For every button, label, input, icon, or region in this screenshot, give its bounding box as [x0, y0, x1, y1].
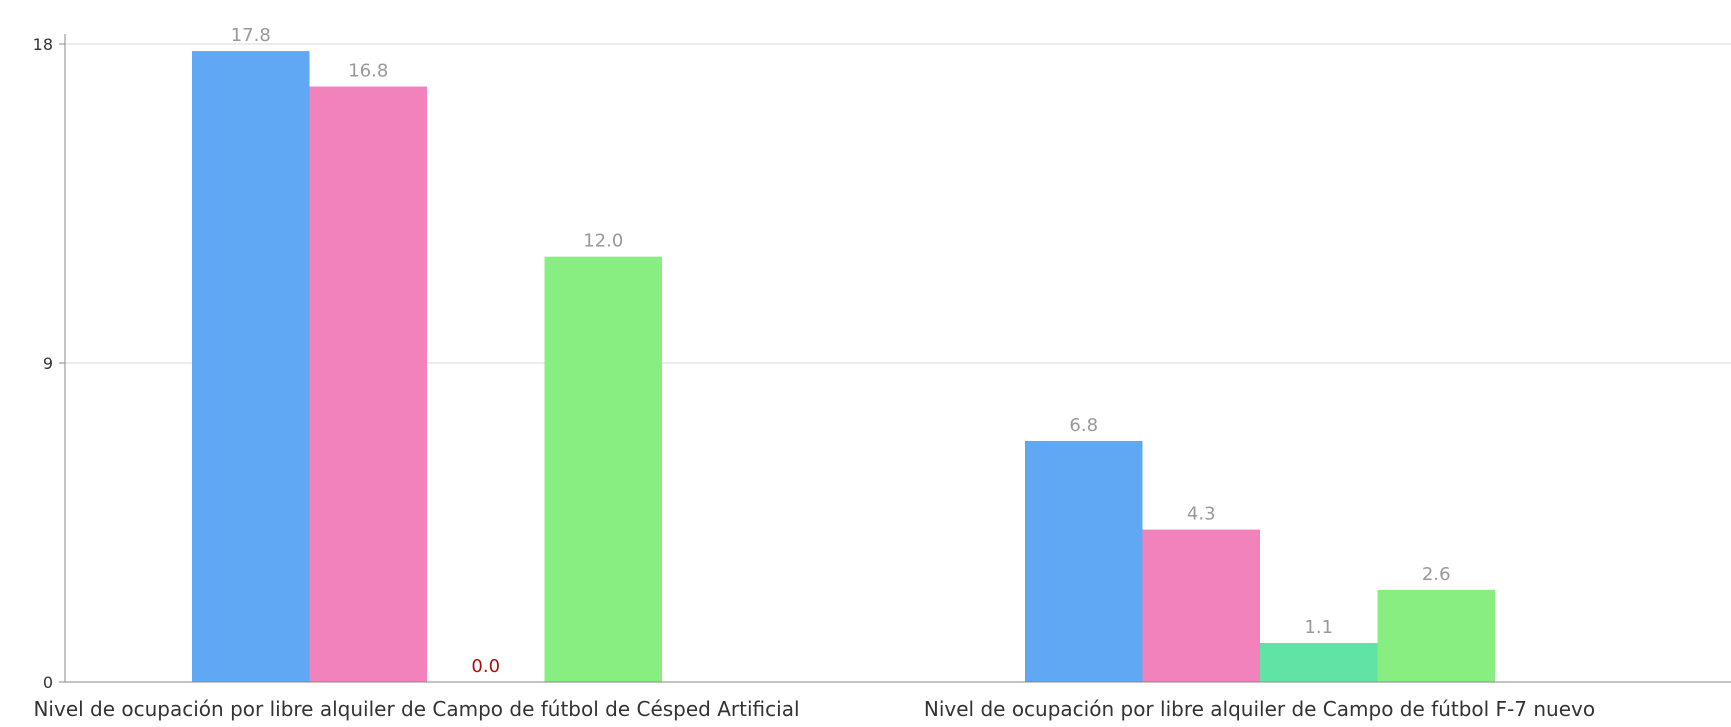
y-tick-label: 18 [33, 35, 53, 54]
bar-value-label: 2.6 [1422, 564, 1451, 585]
bar-value-label: 0.0 [471, 656, 500, 677]
bar [309, 86, 427, 683]
bar [1025, 440, 1143, 682]
bar [544, 256, 662, 682]
y-tick-label: 0 [43, 673, 53, 692]
bar [1377, 589, 1495, 682]
bar [192, 51, 310, 683]
bars-group [192, 51, 1495, 683]
y-tick-label: 9 [43, 354, 53, 373]
bar-value-label: 6.8 [1069, 415, 1098, 436]
bar-value-label: 4.3 [1187, 504, 1216, 525]
bar-value-label: 16.8 [348, 61, 388, 82]
bar [1142, 529, 1260, 682]
data-labels-group: 17.8 16.8 0.0 12.0 6.8 4.3 1.1 2.6 [231, 25, 1451, 677]
bar-value-label: 17.8 [231, 25, 271, 46]
bar-value-label: 12.0 [583, 231, 623, 252]
bar-value-label: 1.1 [1304, 617, 1333, 638]
category-label: Nivel de ocupación por libre alquiler de… [924, 697, 1595, 721]
axes-group: 0 9 18 Nivel de ocupación por libre alquile… [33, 34, 1731, 721]
category-label: Nivel de ocupación por libre alquiler de… [33, 697, 799, 721]
bar [1260, 643, 1378, 682]
